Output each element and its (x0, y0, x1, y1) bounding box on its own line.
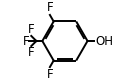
Text: F: F (47, 1, 53, 14)
Text: F: F (28, 23, 35, 36)
Text: F: F (23, 35, 29, 47)
Text: F: F (47, 68, 53, 81)
Text: F: F (28, 46, 35, 59)
Text: OH: OH (95, 35, 113, 47)
